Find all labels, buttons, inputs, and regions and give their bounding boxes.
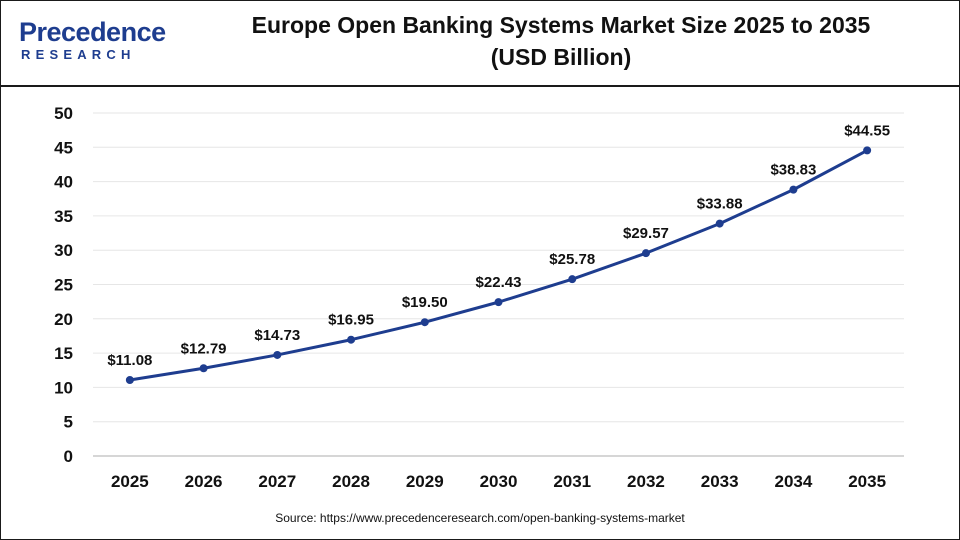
data-point bbox=[863, 146, 872, 155]
data-label: $38.83 bbox=[770, 162, 816, 179]
y-tick-label: 10 bbox=[54, 378, 73, 397]
x-tick-label: 2034 bbox=[774, 472, 812, 491]
data-point bbox=[420, 318, 429, 327]
x-tick-label: 2032 bbox=[627, 472, 665, 491]
data-label: $16.95 bbox=[328, 312, 374, 329]
data-point bbox=[273, 350, 282, 359]
data-point bbox=[715, 219, 724, 228]
y-tick-label: 20 bbox=[54, 310, 73, 329]
data-label: $44.55 bbox=[844, 122, 890, 139]
series: $11.08 $12.79 $14.73 $16.95 $19.50 $22.43 $25.… bbox=[107, 122, 890, 384]
gridlines bbox=[93, 112, 904, 423]
data-point bbox=[494, 298, 503, 307]
y-tick-label: 15 bbox=[54, 344, 73, 363]
y-tick-label: 50 bbox=[54, 104, 73, 123]
y-tick-label: 45 bbox=[54, 138, 73, 157]
y-tick-label: 0 bbox=[64, 447, 73, 466]
brand-wordmark: Precedence bbox=[19, 17, 166, 47]
y-tick-label: 30 bbox=[54, 241, 73, 260]
data-label: $11.08 bbox=[107, 352, 152, 369]
chart-title: Europe Open Banking Systems Market Size … bbox=[201, 9, 921, 73]
x-tick-label: 2030 bbox=[480, 472, 518, 491]
data-point bbox=[641, 249, 650, 258]
x-tick-label: 2029 bbox=[406, 472, 444, 491]
x-tick-label: 2031 bbox=[553, 472, 591, 491]
x-tick-label: 2028 bbox=[332, 472, 370, 491]
data-point bbox=[125, 375, 134, 384]
data-point bbox=[347, 335, 356, 344]
x-tick-label: 2025 bbox=[111, 472, 149, 491]
header: Precedence RESEARCH Europe Open Banking … bbox=[1, 1, 959, 87]
data-label: $12.79 bbox=[181, 340, 227, 357]
series-line bbox=[129, 149, 868, 382]
data-label: $19.50 bbox=[402, 294, 448, 311]
data-label: $14.73 bbox=[254, 327, 300, 344]
x-tick-label: 2035 bbox=[848, 472, 886, 491]
data-label: $33.88 bbox=[697, 196, 743, 213]
chart-title-line-2: (USD Billion) bbox=[490, 44, 632, 70]
data-label: $25.78 bbox=[549, 251, 595, 268]
y-tick-label: 40 bbox=[54, 173, 73, 192]
data-point bbox=[789, 185, 798, 194]
y-tick-label: 25 bbox=[54, 276, 73, 295]
data-label: $22.43 bbox=[476, 274, 522, 291]
chart-title-line-1: Europe Open Banking Systems Market Size … bbox=[251, 12, 871, 38]
y-tick-label: 5 bbox=[64, 413, 73, 432]
brand-subtitle: RESEARCH bbox=[21, 47, 136, 62]
brand-logo: Precedence RESEARCH bbox=[19, 17, 169, 67]
x-tick-label: 2033 bbox=[701, 472, 739, 491]
data-point bbox=[199, 364, 208, 373]
data-point bbox=[568, 275, 577, 284]
y-tick-label: 35 bbox=[54, 207, 73, 226]
source-note: Source: https://www.precedenceresearch.c… bbox=[275, 511, 685, 525]
data-label: $29.57 bbox=[623, 225, 669, 242]
x-tick-label: 2027 bbox=[258, 472, 296, 491]
x-tick-label: 2026 bbox=[185, 472, 223, 491]
